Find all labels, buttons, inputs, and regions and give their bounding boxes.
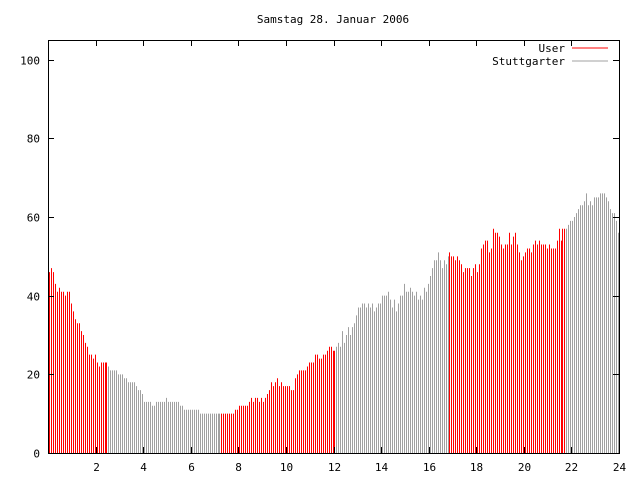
x-tick-label: 6: [188, 461, 195, 474]
y-tick-label: 80: [27, 133, 40, 146]
y-tick-label: 0: [33, 448, 40, 461]
x-tick-label: 8: [235, 461, 242, 474]
x-tick-label: 22: [565, 461, 578, 474]
x-tick-label: 12: [328, 461, 341, 474]
y-tick-label: 60: [27, 212, 40, 225]
y-tick-label: 20: [27, 369, 40, 382]
x-tick-label: 20: [518, 461, 531, 474]
x-tick-label: 16: [423, 461, 436, 474]
legend-label-user: User: [539, 42, 566, 55]
legend-label-stuttgarter: Stuttgarter: [492, 55, 565, 68]
legend: User Stuttgarter: [492, 42, 608, 68]
x-tick-label: 2: [93, 461, 100, 474]
bars: [49, 193, 619, 453]
chart-title: Samstag 28. Januar 2006: [257, 13, 409, 26]
x-tick-label: 14: [375, 461, 389, 474]
x-tick-label: 4: [140, 461, 147, 474]
y-tick-label: 40: [27, 291, 40, 304]
x-tick-label: 18: [470, 461, 483, 474]
y-tick-label: 100: [20, 55, 40, 68]
x-tick-label: 24: [613, 461, 627, 474]
x-tick-label: 10: [280, 461, 293, 474]
